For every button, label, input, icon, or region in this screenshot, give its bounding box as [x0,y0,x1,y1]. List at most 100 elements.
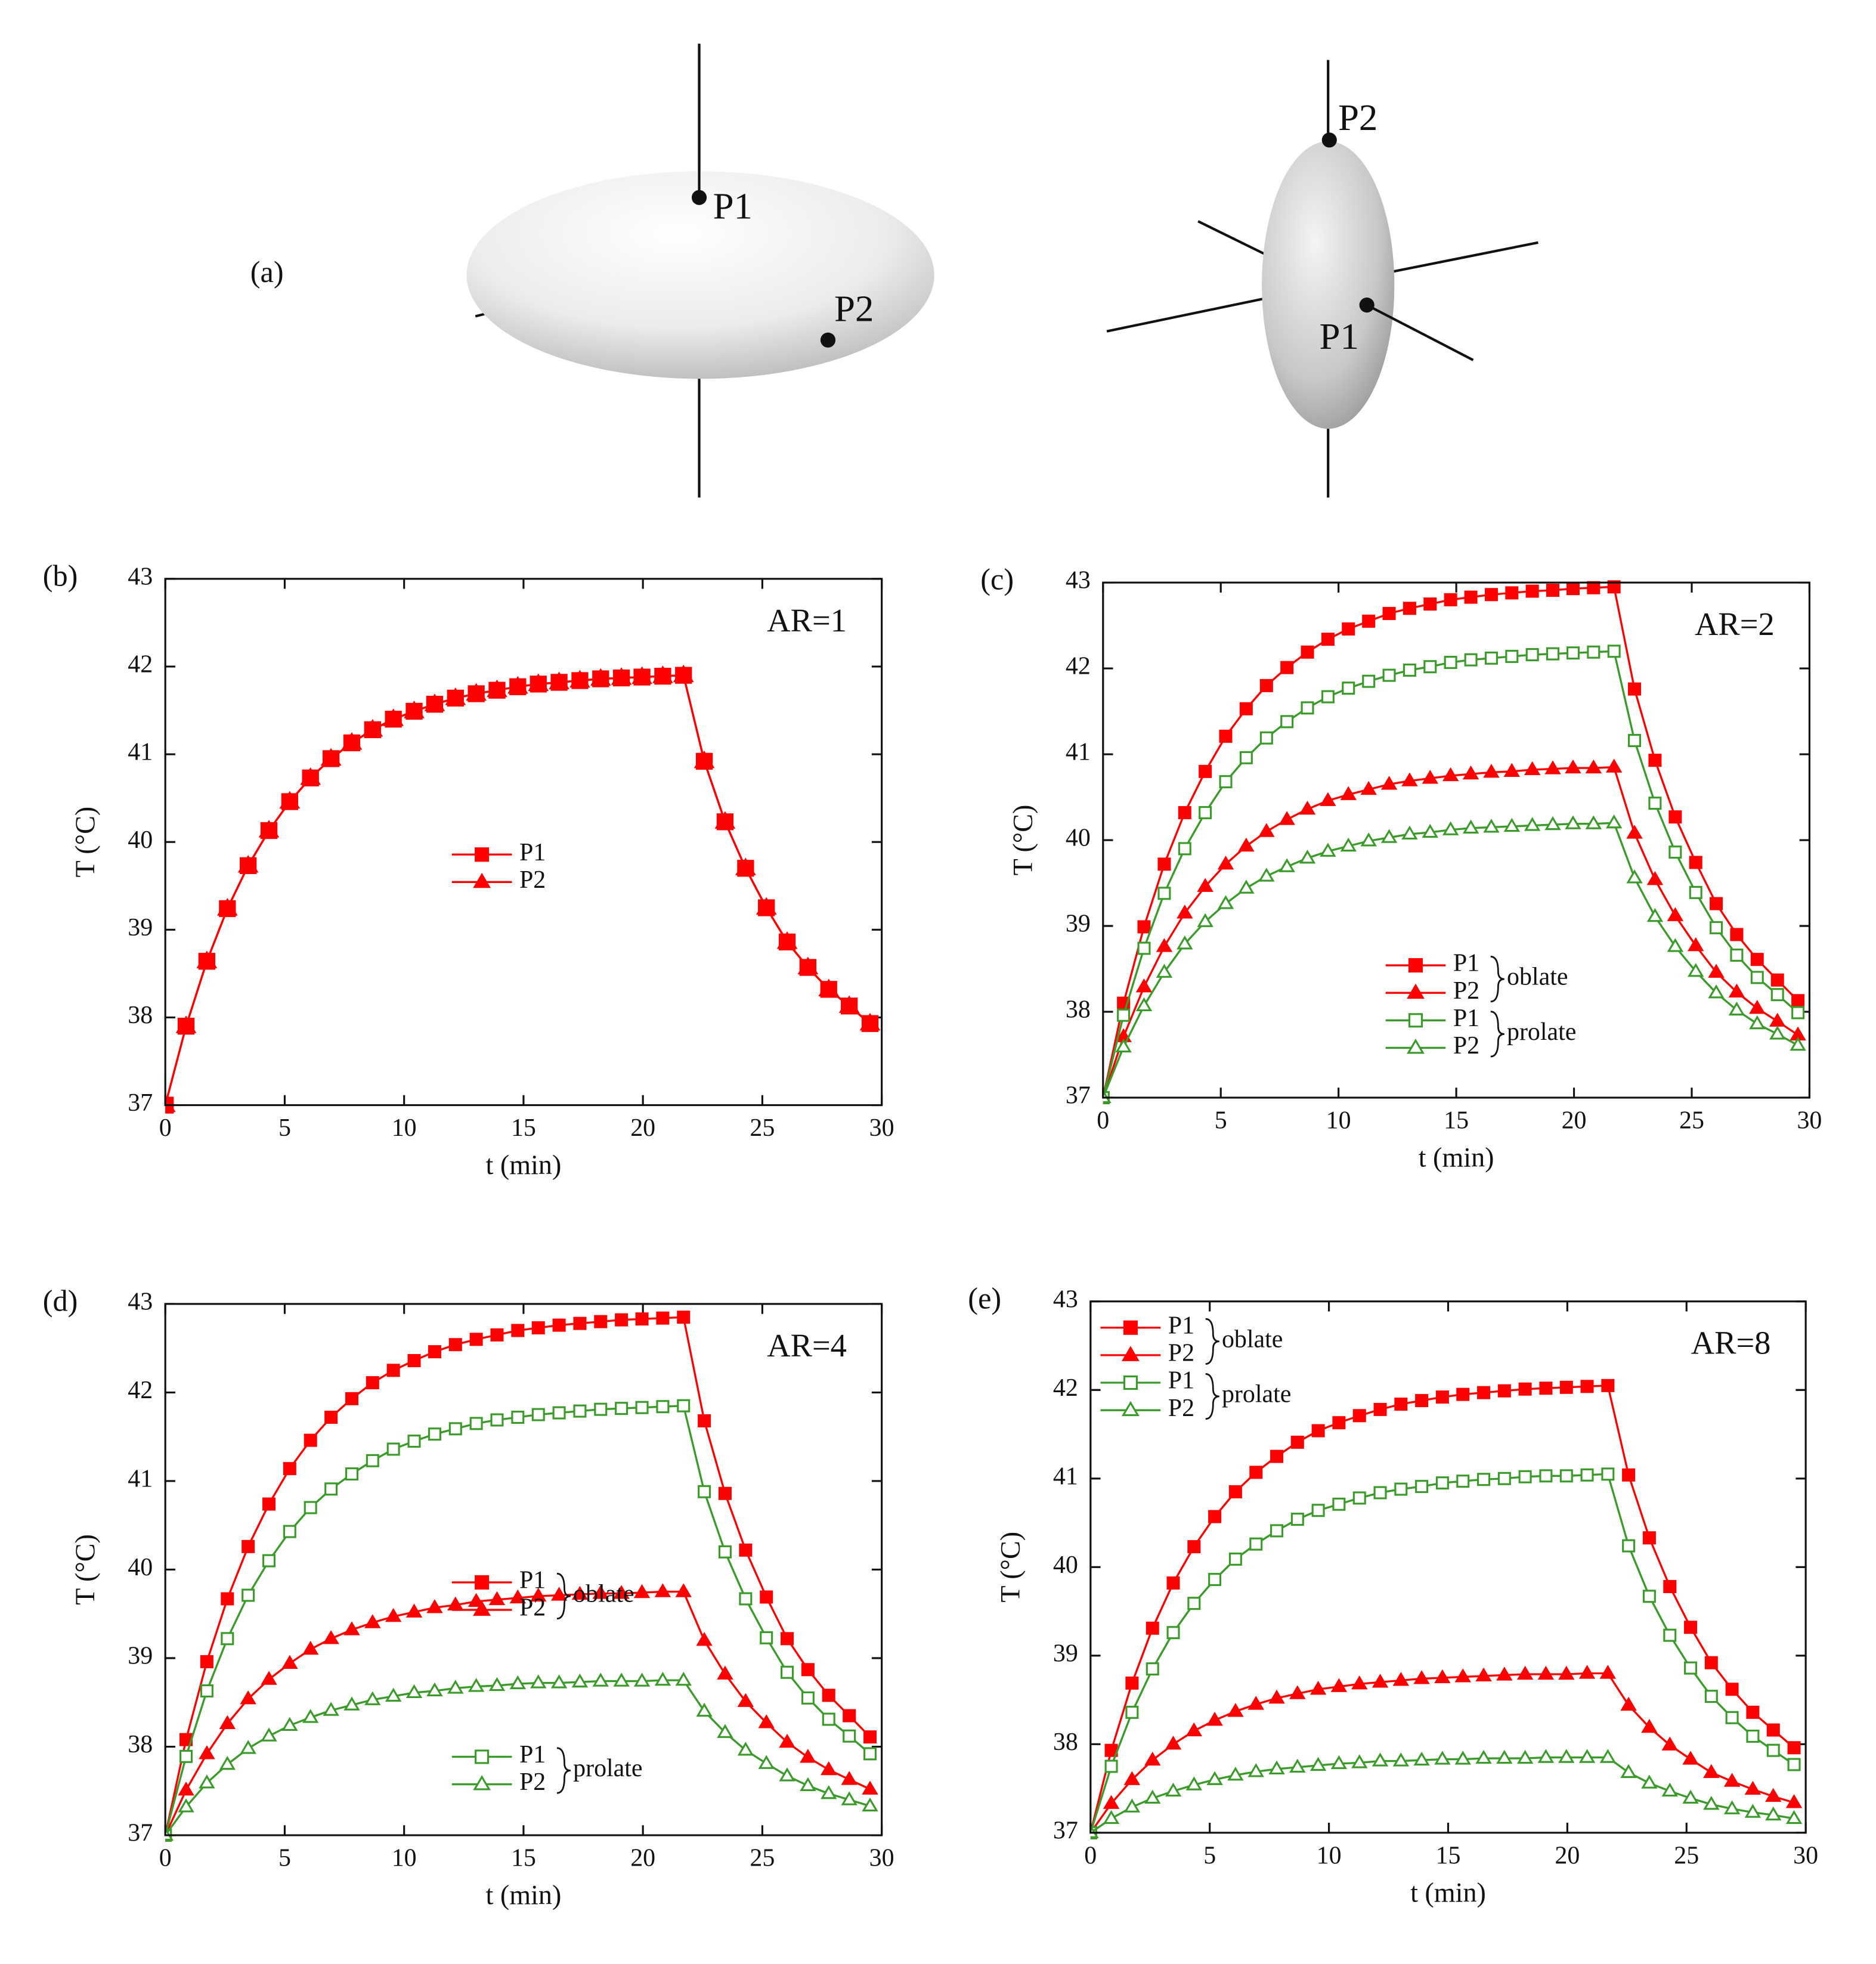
marker [1769,1012,1786,1027]
marker [760,1590,773,1604]
marker [1749,1015,1766,1030]
marker [1185,1776,1203,1790]
legend-brace [556,1572,571,1620]
marker [1422,770,1438,784]
marker [405,1684,423,1699]
marker [822,1712,835,1726]
marker [1703,1796,1720,1810]
marker [696,1702,713,1717]
chart: 0 5 10 15 20 25 30 37 38 39 40 41 42 43 (b) AR=1 t (min)… [43,559,894,1180]
marker [487,679,507,698]
marker [735,857,756,875]
legend-marker [475,1749,490,1764]
marker [1435,1476,1449,1490]
marker [1206,1771,1223,1785]
marker [1464,590,1478,604]
annotation: AR=2 [1695,606,1775,642]
marker [1401,825,1418,840]
marker [1566,582,1580,596]
marker [509,1675,527,1690]
marker [531,1321,545,1335]
marker [1746,1705,1760,1719]
marker [1725,1711,1739,1724]
x-tick-label: 15 [511,1114,536,1142]
y-tick-label: 38 [1066,996,1091,1024]
marker [383,708,404,726]
marker [283,1525,296,1538]
marker [1135,997,1153,1011]
marker [300,767,321,785]
marker [281,1655,298,1669]
marker [362,718,383,737]
marker [1667,938,1684,952]
marker [1238,879,1255,894]
marker [1392,1752,1410,1767]
marker [386,1442,400,1456]
marker [1622,1539,1636,1553]
x-tick-label: 10 [392,1114,417,1142]
marker [552,1318,566,1332]
y-tick-label: 40 [128,1554,153,1581]
marker [1115,1038,1132,1053]
marker [1578,1749,1596,1763]
legend-label: P2 [1453,977,1479,1005]
marker [1228,1552,1242,1566]
marker [1373,1486,1387,1500]
marker [1539,1469,1553,1483]
marker [1505,586,1519,600]
marker [511,1324,525,1337]
legend-label: P2 [1168,1340,1194,1367]
marker [1744,1804,1762,1818]
marker [1648,754,1662,767]
marker [345,1467,358,1481]
marker [1750,953,1764,966]
marker [1206,1711,1223,1726]
oblate-ellipsoid [466,171,934,379]
marker [863,1730,877,1744]
marker [590,668,611,686]
marker [1477,1386,1491,1399]
marker [1280,715,1294,729]
marker [1247,1696,1264,1710]
marker [1503,763,1520,777]
chart: 0 5 10 15 20 25 30 37 38 39 40 41 42 43 (e) AR=8 t (min)… [968,1281,1818,1907]
marker [324,1411,338,1424]
marker [1342,681,1355,695]
legend-group-label: oblate [1507,964,1568,991]
marker [1146,1662,1159,1676]
marker [1682,1789,1699,1804]
marker [528,673,549,691]
marker [1496,1666,1513,1681]
marker [739,1543,753,1557]
legend-label: P2 [1168,1395,1194,1422]
annotation: AR=8 [1691,1325,1771,1361]
marker [1607,645,1621,658]
marker [1477,1473,1491,1486]
marker [573,1404,587,1418]
marker [490,1328,504,1342]
legend-label: P2 [519,1768,546,1796]
marker [1135,978,1153,993]
legend-marker [473,872,491,888]
y-tick-label: 38 [128,1002,153,1029]
marker [1259,679,1273,692]
marker [507,676,528,694]
legend-marker [1123,1375,1138,1390]
marker [426,1599,443,1613]
marker [714,811,736,829]
marker [1166,1576,1180,1590]
plot-frame [1102,581,1811,1099]
marker [1605,814,1623,829]
marker [717,1665,733,1680]
marker [219,1715,236,1730]
panel-label: (b) [43,559,78,592]
axis-line [1106,296,1270,333]
marker [488,1677,506,1692]
marker [1249,1537,1263,1551]
marker [615,1313,629,1327]
marker [1330,1755,1348,1770]
marker [675,1583,692,1597]
marker [466,683,487,701]
marker [1280,661,1294,674]
marker [611,667,632,685]
